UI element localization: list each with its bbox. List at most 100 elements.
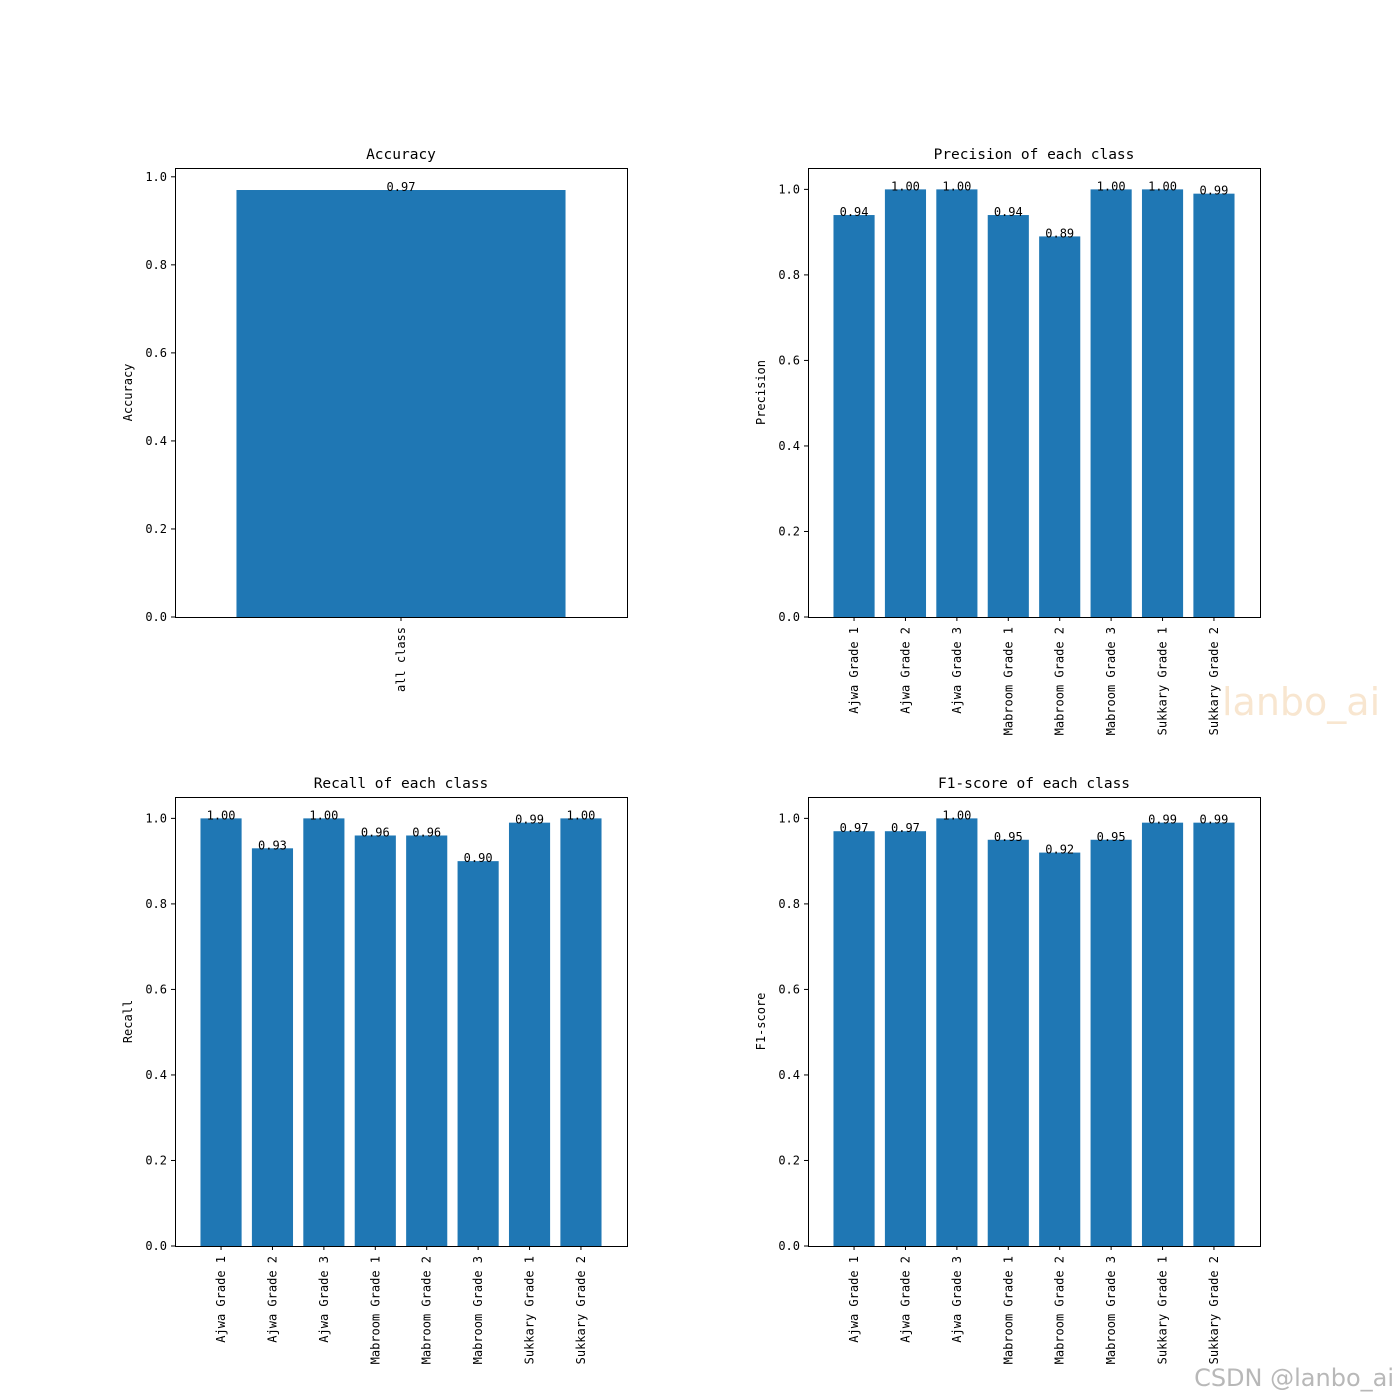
bar xyxy=(936,818,978,1246)
y-tick-label: 0.0 xyxy=(778,1239,800,1253)
y-tick-label: 0.8 xyxy=(778,268,800,282)
bar-value-label: 1.00 xyxy=(942,179,971,193)
bar-value-label: 0.95 xyxy=(994,830,1023,844)
x-tick-label: Mabroom Grade 3 xyxy=(471,1256,485,1364)
y-tick-label: 0.2 xyxy=(145,522,167,536)
y-tick-label: 1.0 xyxy=(145,170,167,184)
y-tick-label: 0.8 xyxy=(778,897,800,911)
y-tick-label: 0.6 xyxy=(145,346,167,360)
watermark-faint: lanbo_ai xyxy=(1222,680,1381,724)
bar xyxy=(303,818,345,1246)
bar xyxy=(406,835,448,1246)
y-axis-label: Accuracy xyxy=(121,364,135,422)
x-tick-label: Sukkary Grade 2 xyxy=(1207,627,1221,735)
y-tick-label: 1.0 xyxy=(145,811,167,825)
y-tick-label: 1.0 xyxy=(778,811,800,825)
x-tick-label: Mabroom Grade 2 xyxy=(1053,627,1067,735)
bar xyxy=(987,215,1029,618)
x-tick-label: Ajwa Grade 1 xyxy=(847,627,861,714)
y-tick-label: 0.6 xyxy=(778,982,800,996)
x-tick-label: Mabroom Grade 2 xyxy=(1053,1256,1067,1364)
bar-value-label: 1.00 xyxy=(566,808,595,822)
chart-title: F1-score of each class xyxy=(938,776,1130,792)
bar xyxy=(987,839,1029,1246)
bar-value-label: 1.00 xyxy=(891,179,920,193)
bar-value-label: 0.93 xyxy=(258,838,287,852)
x-tick-label: Mabroom Grade 1 xyxy=(1001,627,1015,735)
x-tick-label: Ajwa Grade 3 xyxy=(950,1256,964,1343)
y-tick-label: 0.8 xyxy=(145,897,167,911)
y-tick-label: 0.4 xyxy=(145,434,167,448)
y-axis-label: Recall xyxy=(121,1000,135,1043)
bar xyxy=(833,831,875,1246)
bar-value-label: 1.00 xyxy=(942,808,971,822)
axes-frame xyxy=(808,168,1261,618)
chart-panel-1: 0.97 all class 0.0 0.2 0.4 0.6 0.8 1.0 Accuracy A… xyxy=(121,147,628,692)
watermark-credit: CSDN @lanbo_ai xyxy=(1194,1364,1394,1392)
chart-title: Precision of each class xyxy=(934,147,1135,163)
bar-value-label: 0.99 xyxy=(1199,184,1228,198)
bar-value-label: 0.99 xyxy=(1148,813,1177,827)
bar-value-label: 0.97 xyxy=(891,821,920,835)
x-tick-label: Sukkary Grade 1 xyxy=(1156,1256,1170,1364)
x-tick-label: Sukkary Grade 2 xyxy=(1207,1256,1221,1364)
y-tick-label: 0.4 xyxy=(778,439,800,453)
bar-value-label: 1.00 xyxy=(1097,179,1126,193)
x-tick-label: Sukkary Grade 1 xyxy=(523,1256,537,1364)
x-tick-label: Ajwa Grade 1 xyxy=(847,1256,861,1343)
x-tick-label: all class xyxy=(394,627,408,692)
x-tick-label: Mabroom Grade 2 xyxy=(420,1256,434,1364)
bar xyxy=(884,831,927,1246)
y-tick-label: 0.4 xyxy=(778,1068,800,1082)
bar xyxy=(1090,189,1132,617)
y-tick-label: 0.2 xyxy=(145,1153,167,1167)
bar-value-label: 1.00 xyxy=(1148,179,1177,193)
y-tick-label: 0.0 xyxy=(778,610,800,624)
x-tick-label: Mabroom Grade 1 xyxy=(1001,1256,1015,1364)
bar-value-label: 0.97 xyxy=(387,180,416,194)
y-tick-label: 0.2 xyxy=(778,1153,800,1167)
x-tick-label: Mabroom Grade 1 xyxy=(368,1256,382,1364)
bar-value-label: 0.90 xyxy=(464,851,493,865)
bar-value-label: 1.00 xyxy=(207,808,236,822)
bar xyxy=(354,835,396,1246)
bar-value-label: 0.89 xyxy=(1045,226,1074,240)
chart-panel-4: 0.97 Ajwa Grade 1 0.97 Ajwa Grade 2 1.00 Ajwa… xyxy=(754,776,1261,1364)
x-tick-label: Sukkary Grade 1 xyxy=(1156,627,1170,735)
bar xyxy=(936,189,978,617)
bar xyxy=(200,818,242,1246)
bar xyxy=(457,861,499,1246)
bar xyxy=(1193,822,1235,1246)
x-tick-label: Sukkary Grade 2 xyxy=(574,1256,588,1364)
bar xyxy=(1090,839,1132,1246)
bar-value-label: 0.97 xyxy=(840,821,869,835)
x-tick-label: Ajwa Grade 3 xyxy=(317,1256,331,1343)
bar xyxy=(1141,189,1184,617)
bar-value-label: 0.96 xyxy=(361,825,390,839)
bar xyxy=(1193,193,1235,617)
y-tick-label: 0.0 xyxy=(145,1239,167,1253)
bar-value-label: 0.96 xyxy=(412,825,441,839)
y-tick-label: 0.6 xyxy=(145,982,167,996)
y-tick-label: 0.6 xyxy=(778,353,800,367)
chart-panel-2: 0.94 Ajwa Grade 1 1.00 Ajwa Grade 2 1.00 Ajwa… xyxy=(754,147,1261,735)
bar-value-label: 0.99 xyxy=(515,813,544,827)
bar-value-label: 0.99 xyxy=(1199,813,1228,827)
bar xyxy=(508,822,551,1246)
bar-value-label: 0.95 xyxy=(1097,830,1126,844)
bar xyxy=(884,189,927,617)
bar xyxy=(833,215,875,618)
bar-value-label: 1.00 xyxy=(309,808,338,822)
x-tick-label: Mabroom Grade 3 xyxy=(1104,627,1118,735)
y-tick-label: 0.4 xyxy=(145,1068,167,1082)
bar-value-label: 0.92 xyxy=(1045,843,1074,857)
y-axis-label: Precision xyxy=(754,360,768,425)
y-tick-label: 0.8 xyxy=(145,258,167,272)
bar xyxy=(1141,822,1184,1246)
x-tick-label: Ajwa Grade 3 xyxy=(950,627,964,714)
bar-value-label: 0.94 xyxy=(994,205,1023,219)
bar xyxy=(1039,236,1081,618)
chart-title: Accuracy xyxy=(366,147,436,163)
chart-panel-3: 1.00 Ajwa Grade 1 0.93 Ajwa Grade 2 1.00 Ajwa… xyxy=(121,776,628,1364)
